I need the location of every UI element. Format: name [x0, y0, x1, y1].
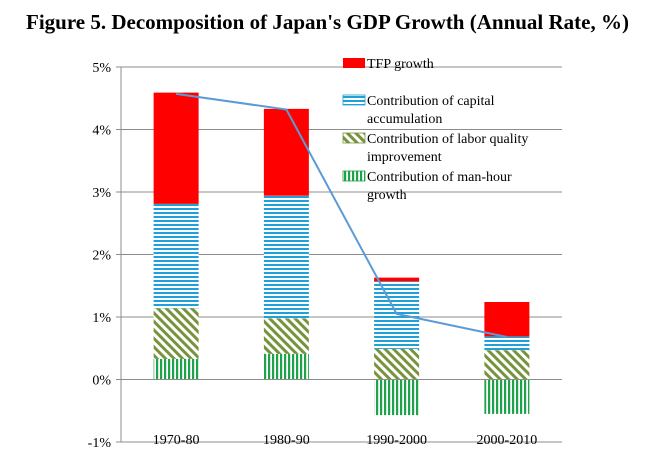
legend-swatch [342, 170, 366, 182]
bar-segment-vertical-stripes [374, 379, 420, 416]
y-tick-label: 2% [92, 249, 111, 264]
bar-segment-solid [153, 92, 199, 204]
bar-segment-vertical-stripes [484, 379, 530, 414]
bar-segment-diagonal-stripes [484, 350, 530, 380]
legend: TFP growth Contribution of capital accumul… [342, 57, 528, 203]
legend-label: Contribution of labor quality [367, 132, 528, 147]
x-tick-label: 1980-90 [263, 433, 310, 448]
y-tick-label: 3% [92, 186, 111, 201]
bar-segment-vertical-stripes [153, 358, 199, 380]
chart-title: Figure 5. Decomposition of Japan's GDP G… [26, 10, 629, 34]
bar-segment-solid [374, 277, 420, 282]
gdp-growth-line [175, 92, 508, 338]
legend-label: Contribution of man-hour [367, 170, 512, 185]
bar-segment-diagonal-stripes [374, 348, 420, 380]
bar-segment-diagonal-stripes [263, 318, 309, 354]
y-tick-label: 5% [92, 61, 111, 76]
bars [121, 92, 562, 416]
bar-segment-horizontal-stripes [263, 195, 309, 319]
legend-label: Contribution of capital [367, 94, 495, 109]
axes: -1% 0% 1% 2% 3% 4% 5% 1970-80 1980-90 1990-2000 20… [88, 61, 538, 451]
bar-segment-horizontal-stripes [484, 336, 530, 351]
gdp-line [175, 92, 508, 338]
bar-segment-horizontal-stripes [153, 203, 199, 309]
legend-label: growth [367, 188, 407, 203]
bar-segment-diagonal-stripes [153, 308, 199, 359]
y-tick-label: 4% [92, 124, 111, 139]
legend-label: TFP growth [367, 57, 434, 72]
y-tick-label: -1% [88, 436, 112, 451]
x-tick-label: 1990-2000 [366, 433, 427, 448]
x-tick-label: 2000-2010 [477, 433, 538, 448]
x-tick-label: 1970-80 [153, 433, 200, 448]
legend-swatch [343, 58, 365, 68]
legend-label: accumulation [367, 112, 442, 127]
y-tick-label: 0% [92, 374, 111, 389]
legend-swatch [342, 132, 366, 144]
bar-segment-horizontal-stripes [374, 281, 420, 349]
legend-label: improvement [367, 150, 442, 165]
bar-segment-vertical-stripes [263, 353, 309, 380]
legend-swatch [342, 94, 366, 106]
bar-segment-solid [484, 302, 530, 337]
bar-segment-solid [263, 108, 309, 196]
y-tick-label: 1% [92, 311, 111, 326]
